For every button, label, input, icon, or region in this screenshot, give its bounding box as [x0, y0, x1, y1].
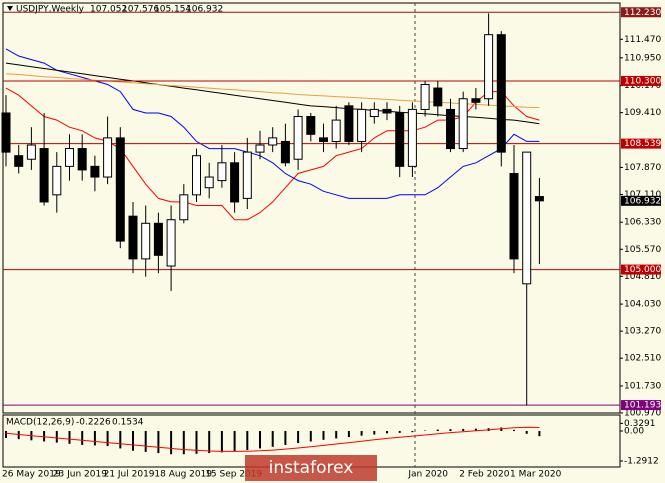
candle-body: [14, 155, 24, 167]
x-tick-label: 18 Aug 2019: [154, 470, 212, 480]
candle-body: [26, 144, 36, 160]
candle-body: [268, 137, 278, 146]
level-label: 105.000: [624, 265, 661, 275]
symbol-title: USDJPY,Weekly: [16, 5, 85, 15]
candle-body: [496, 34, 506, 153]
readout: 105.154: [154, 5, 191, 15]
candle-body: [90, 165, 100, 178]
candle-body: [255, 144, 265, 153]
candle-body: [179, 194, 189, 221]
level-label: 101.193: [624, 401, 661, 411]
macd-readout: -0.2226: [76, 418, 111, 428]
candle-body: [382, 108, 392, 114]
candle-body: [433, 87, 443, 107]
y-tick-label: 102.510: [624, 354, 661, 364]
level-tag: [621, 264, 661, 275]
y-tick-label: 107.110: [624, 190, 661, 200]
candle-body: [204, 176, 214, 189]
y-tick-label: 104.810: [624, 272, 661, 282]
watermark-box: [245, 455, 377, 481]
candle-body: [230, 162, 240, 203]
candle-body: [166, 219, 176, 267]
y-tick-label: 0.3291: [624, 419, 656, 429]
candle-body: [217, 162, 227, 182]
watermark: instaforex: [245, 455, 377, 481]
macd-readout: 0.1534: [112, 418, 144, 428]
level-label: 108.539: [624, 139, 661, 149]
candle-body: [141, 222, 151, 260]
y-tick-label: 103.270: [624, 327, 661, 337]
candle-body: [509, 172, 519, 260]
header: USDJPY,Weekly 107.052 107.576 105.154 10…: [16, 5, 223, 15]
y-tick-label: 101.730: [624, 381, 661, 391]
y-tick-label: 109.410: [624, 108, 661, 118]
candle-body: [331, 119, 341, 142]
level-tag: [621, 400, 661, 411]
y-tick-label: 111.470: [624, 35, 661, 45]
candle-body: [293, 116, 303, 160]
candle-body: [115, 137, 125, 242]
candle-body: [77, 148, 87, 171]
candle-body: [65, 148, 74, 167]
candle-body: [407, 108, 417, 167]
candle-body: [52, 165, 62, 196]
watermark-text: instaforex: [269, 458, 354, 478]
readout: 107.052: [90, 5, 127, 15]
candle-body: [534, 196, 544, 202]
x-tick-label: 23 Jun 2019: [53, 470, 107, 480]
y-tick-label: 107.870: [624, 163, 661, 173]
candle-body: [369, 108, 379, 118]
x-tick-label: 2 Feb 2020: [459, 470, 510, 480]
level-label: 106.932: [624, 196, 661, 206]
x-tick-label: 1 Mar 2020: [510, 470, 562, 480]
x-tick-label: 21 Jul 2019: [104, 470, 155, 480]
y-tick-label: -1.2912: [624, 456, 659, 466]
candle-body: [484, 34, 494, 100]
macd-header: MACD(12,26,9) -0.2226 0.1534: [6, 418, 144, 428]
y-tick-label: 105.570: [624, 245, 661, 255]
readout: 107.576: [122, 5, 159, 15]
candle-body: [192, 155, 201, 196]
candle-body: [128, 215, 138, 260]
level-tag: [621, 138, 661, 149]
candle-body: [103, 137, 113, 178]
x-tick-label: 26 May 2019: [2, 470, 61, 480]
y-tick-label: 100.970: [624, 409, 661, 419]
candle-body: [39, 148, 49, 203]
level-tag: [621, 195, 661, 206]
y-tick-label: 106.330: [624, 218, 661, 228]
y-tick-label: 110.950: [624, 53, 661, 63]
y-tick-label: 104.030: [624, 300, 661, 310]
candle-body: [522, 151, 532, 285]
x-tick-label: Jan 2020: [407, 470, 448, 480]
y-tick-label: 110.170: [624, 81, 661, 91]
candle-body: [471, 98, 481, 103]
candle-body: [242, 151, 252, 199]
candle-body: [306, 116, 316, 135]
menu-icon: [7, 6, 13, 11]
candle-body: [357, 108, 367, 142]
y-tick-label: 0.00: [624, 427, 644, 437]
level-tag: [621, 7, 661, 18]
level-label: 110.300: [624, 76, 661, 86]
x-tick-label: 15 Sep 2019: [205, 470, 262, 480]
candle-body: [420, 84, 430, 110]
candle-body: [395, 112, 405, 167]
candle-body: [1, 112, 11, 153]
candle-body: [446, 108, 455, 150]
level-label: 112.230: [624, 8, 661, 18]
candle-body: [344, 105, 354, 142]
readout: 106.932: [186, 5, 223, 15]
level-tag: [621, 75, 661, 86]
macd-title: MACD(12,26,9): [6, 418, 74, 428]
candle-body: [153, 222, 163, 256]
signal-line: [5, 426, 540, 452]
candle-body: [458, 98, 468, 150]
main-frame: [2, 2, 621, 414]
candle-body: [280, 140, 290, 164]
candle-body: [319, 137, 328, 142]
